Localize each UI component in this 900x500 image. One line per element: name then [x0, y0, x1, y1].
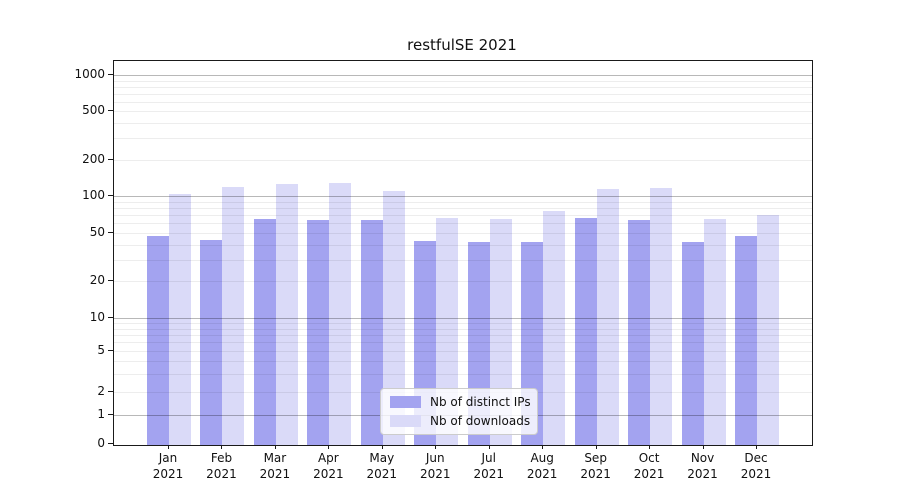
y-tick-label-1000: 1000	[74, 67, 105, 81]
y-tick-label-1: 1	[97, 407, 105, 421]
legend-swatch-downloads	[390, 415, 421, 427]
x-tick-mark-may	[381, 445, 383, 449]
x-tick-mark-mar	[274, 445, 276, 449]
y-tick-mark-10	[108, 317, 113, 318]
gridline-minor-80	[114, 207, 812, 209]
gridline-minor-400	[114, 123, 812, 125]
bar-sep-downloads	[596, 188, 619, 445]
bar-feb-distinct-ips	[200, 239, 223, 445]
x-tick-mark-apr	[328, 445, 330, 449]
x-tick-mark-jul	[488, 445, 490, 449]
y-tick-label-5: 5	[97, 343, 105, 357]
gridline-minor-70	[114, 214, 812, 216]
gridline-minor-800	[114, 86, 812, 88]
x-tick-label-feb: Feb 2021	[206, 451, 237, 481]
x-tick-mark-dec	[756, 445, 757, 449]
x-tick-mark-aug	[542, 445, 544, 449]
bar-aug-downloads	[543, 210, 566, 445]
legend-label-distinct-ips: Nb of distinct IPs	[430, 395, 531, 409]
bar-jan-distinct-ips	[147, 236, 169, 445]
y-tick-mark-2	[108, 391, 113, 392]
bar-jan-downloads	[169, 194, 191, 445]
legend-label-downloads: Nb of downloads	[430, 414, 531, 428]
y-tick-label-2: 2	[97, 384, 105, 398]
bar-may-distinct-ips	[360, 220, 383, 445]
x-tick-mark-jan	[168, 445, 169, 449]
y-tick-label-500: 500	[82, 103, 105, 118]
y-tick-mark-5	[108, 350, 113, 351]
y-tick-mark-1	[108, 414, 113, 415]
bar-apr-distinct-ips	[307, 220, 330, 445]
bar-dec-distinct-ips	[735, 236, 757, 445]
legend-item-distinct-ips: Nb of distinct IPs	[381, 395, 537, 409]
x-tick-label-may: May 2021	[366, 451, 398, 481]
x-tick-label-aug: Aug 2021	[526, 451, 558, 481]
gridline-minor-500	[114, 111, 812, 113]
x-tick-label-dec: Dec 2021	[740, 451, 772, 481]
y-tick-label-50: 50	[89, 224, 105, 239]
x-tick-label-jul: Jul 2021	[473, 451, 504, 481]
gridline-minor-600	[114, 101, 812, 103]
x-tick-label-oct: Oct 2021	[633, 451, 665, 481]
x-tick-label-mar: Mar 2021	[259, 451, 291, 481]
legend-swatch-distinct-ips	[390, 396, 421, 408]
y-tick-mark-100	[108, 195, 113, 196]
y-tick-mark-0	[108, 443, 113, 444]
gridline-minor-300	[114, 138, 812, 140]
y-tick-label-10: 10	[89, 310, 105, 324]
bar-mar-distinct-ips	[253, 218, 276, 445]
bar-may-downloads	[382, 191, 405, 445]
x-tick-mark-nov	[702, 445, 704, 449]
x-tick-label-apr: Apr 2021	[313, 451, 344, 481]
bar-apr-downloads	[329, 183, 352, 445]
bar-sep-distinct-ips	[574, 218, 597, 445]
legend-item-downloads: Nb of downloads	[381, 414, 537, 428]
gridline-major-1000	[114, 75, 812, 76]
x-tick-mark-sep	[595, 445, 597, 449]
gridline-minor-90	[114, 201, 812, 203]
x-tick-label-jun: Jun 2021	[419, 451, 451, 481]
x-tick-mark-jun	[435, 445, 437, 449]
y-tick-mark-1000	[108, 74, 113, 75]
gridline-minor-900	[114, 80, 812, 82]
y-tick-label-0: 0	[97, 436, 105, 450]
gridline-minor-200	[114, 159, 812, 161]
gridline-minor-700	[114, 93, 812, 95]
y-tick-mark-200	[108, 158, 113, 160]
y-tick-mark-500	[108, 110, 113, 112]
x-tick-label-nov: Nov 2021	[687, 451, 718, 481]
x-tick-label-sep: Sep 2021	[580, 451, 611, 481]
x-tick-mark-oct	[649, 445, 651, 449]
y-tick-mark-20	[108, 280, 113, 282]
gridline-major-100	[114, 196, 812, 197]
legend: Nb of distinct IPs Nb of downloads	[380, 388, 538, 435]
bar-oct-downloads	[650, 187, 673, 445]
chart-title: restfulSE 2021	[407, 36, 517, 54]
plot-area	[113, 60, 813, 446]
y-tick-mark-50	[108, 231, 113, 233]
x-tick-mark-feb	[221, 445, 223, 449]
bar-oct-distinct-ips	[628, 220, 651, 445]
bar-dec-downloads	[757, 214, 779, 445]
y-tick-label-200: 200	[82, 151, 105, 166]
y-tick-label-100: 100	[82, 188, 105, 202]
bar-nov-downloads	[703, 218, 726, 445]
bar-feb-downloads	[222, 186, 245, 445]
bar-mar-downloads	[275, 183, 298, 445]
x-tick-label-jan: Jan 2021	[152, 451, 184, 481]
bar-nov-distinct-ips	[681, 241, 704, 445]
y-tick-label-20: 20	[89, 273, 105, 288]
